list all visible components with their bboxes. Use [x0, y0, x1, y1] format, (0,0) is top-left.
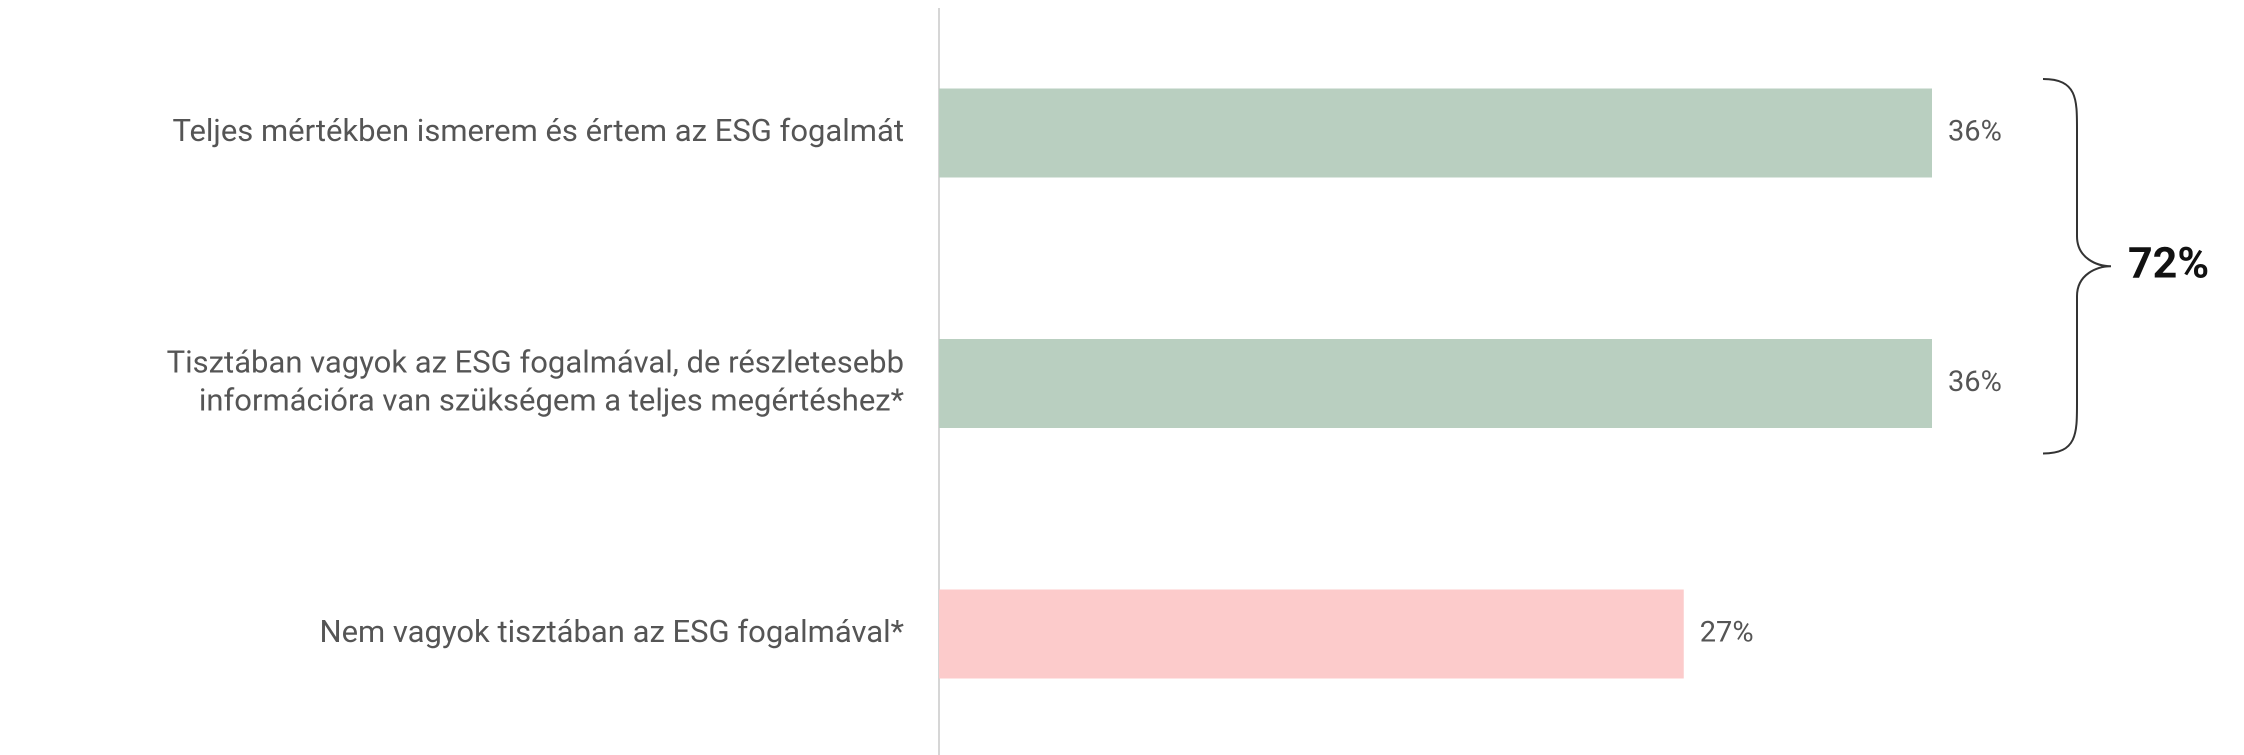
brace — [2042, 78, 2112, 455]
category-label: Nem vagyok tisztában az ESG fogalmával* — [319, 613, 904, 650]
value-label: 36% — [1948, 115, 2002, 149]
bar — [939, 589, 1684, 679]
value-label: 27% — [1700, 616, 1754, 650]
category-label: Teljes mértékben ismerem és értem az ESG… — [172, 112, 904, 149]
category-label: Tisztában vagyok az ESG fogalmával, de r… — [167, 344, 904, 419]
annotation: 72% — [2128, 239, 2209, 289]
bar — [939, 88, 1932, 178]
bar — [939, 339, 1932, 428]
value-label: 36% — [1948, 365, 2002, 399]
